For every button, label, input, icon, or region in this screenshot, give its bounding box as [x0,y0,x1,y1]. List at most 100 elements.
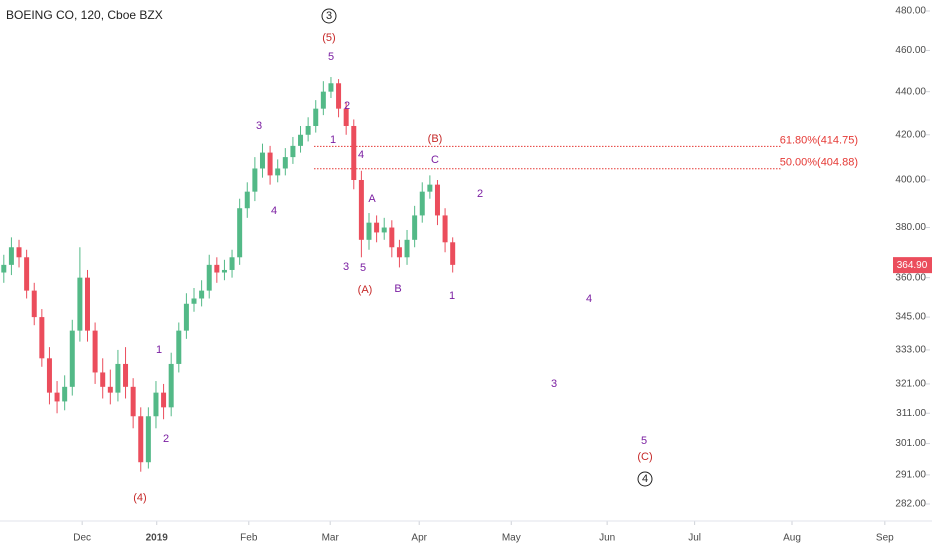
y-tick-label: 400.00 [895,175,926,186]
candle-body [290,145,296,158]
candle-body [24,257,30,291]
candle-body [69,330,75,387]
wave-label: 4 [271,205,277,217]
wave-label: 5 [641,435,647,447]
wave-label: (4) [133,492,146,504]
x-tick-label: Sep [876,533,894,544]
wave-label: 1 [449,290,455,302]
candle-body [107,386,113,393]
candle-body [8,247,14,265]
candle-body [138,416,144,463]
candle-body [282,157,288,169]
wave-circle [321,8,337,24]
candle-body [381,227,387,233]
y-tick-label: 380.00 [895,222,926,233]
wave-label: C [431,154,439,166]
wave-label: 3 [343,261,349,273]
wave-label: B [394,283,401,295]
x-tick-label: Feb [240,533,258,544]
candle-body [358,179,364,240]
wave-label: 1 [330,134,336,146]
candle-body [168,363,174,408]
wave-label: A [368,193,376,205]
wave-label: 5 [328,51,334,63]
candle-body [153,392,159,417]
y-tick-label: 301.00 [895,438,926,449]
candle-body [252,168,258,192]
x-tick-label: May [502,533,521,544]
candle-body [77,277,83,331]
y-tick-label: 345.00 [895,312,926,323]
candle-body [374,222,380,233]
y-tick-label: 480.00 [895,6,926,17]
candle-body [100,372,106,387]
wave-label: (A) [358,284,373,296]
wave-label: 2 [163,433,169,445]
wave-label: 3 [256,120,262,132]
x-tick-label: Jul [688,533,701,544]
y-tick-label: 311.00 [896,408,926,419]
candle-body [31,290,37,318]
candle-body [115,363,121,393]
candle-body [366,222,372,240]
candle-body [427,184,433,192]
candle-body [221,269,227,273]
fib-label: 61.80%(414.75) [780,134,858,146]
x-tick-label: Apr [411,533,427,544]
x-tick-label: Jun [599,533,615,544]
candle-body [267,152,273,176]
candle-body [298,134,304,146]
candle-body [259,152,265,169]
candle-body [389,227,395,248]
y-tick-label: 420.00 [895,129,926,140]
candle-body [396,247,402,258]
x-tick-label: Mar [322,533,340,544]
candle-body [183,303,189,331]
y-tick-label: 333.00 [895,345,926,356]
candle-body [450,242,456,265]
x-tick-label: 2019 [146,533,169,544]
candle-body [161,392,167,408]
candle-body [145,416,151,463]
candle-body [244,191,250,209]
chart-title: BOEING CO, 120, Cboe BZX [6,8,163,22]
candle-body [412,215,418,240]
candle-body [214,264,220,273]
candle-body [1,264,7,273]
wave-label: (B) [428,133,443,145]
candle-body [46,358,52,393]
wave-label: (C) [637,451,652,463]
fib-label: 50.00%(404.88) [780,157,858,169]
candle-body [237,208,243,258]
candle-body [434,184,440,216]
plot [1,10,930,525]
candle-body [130,386,136,417]
candle-body [16,247,22,258]
candle-body [92,330,98,373]
candle-body [206,264,212,291]
last-price-label: 364.90 [897,260,928,271]
y-tick-label: 282.00 [895,499,926,510]
wave-label: 2 [477,188,483,200]
candle-body [343,108,349,126]
candle-body [336,83,342,109]
candle-body [328,83,334,92]
candle-body [419,191,425,216]
y-tick-label: 460.00 [895,45,926,56]
candle-body [39,317,45,359]
x-tick-label: Dec [73,533,91,544]
wave-label: 4 [586,293,592,305]
candle-body [229,257,235,270]
annotations: 3 (5) 5 2 3 1 4 (B) C 2 4 A 3 5 (A) B 1 … [133,10,652,504]
candle-body [305,125,311,135]
x-tick-label: Aug [783,533,801,544]
wave-label: 5 [360,262,366,274]
wave-label: 4 [642,473,648,485]
candle-body [54,392,60,402]
candle-body [123,363,129,387]
candle-body [176,330,182,364]
wave-label: (5) [322,32,335,44]
wave-circle [637,471,653,487]
candle-body [199,290,205,299]
